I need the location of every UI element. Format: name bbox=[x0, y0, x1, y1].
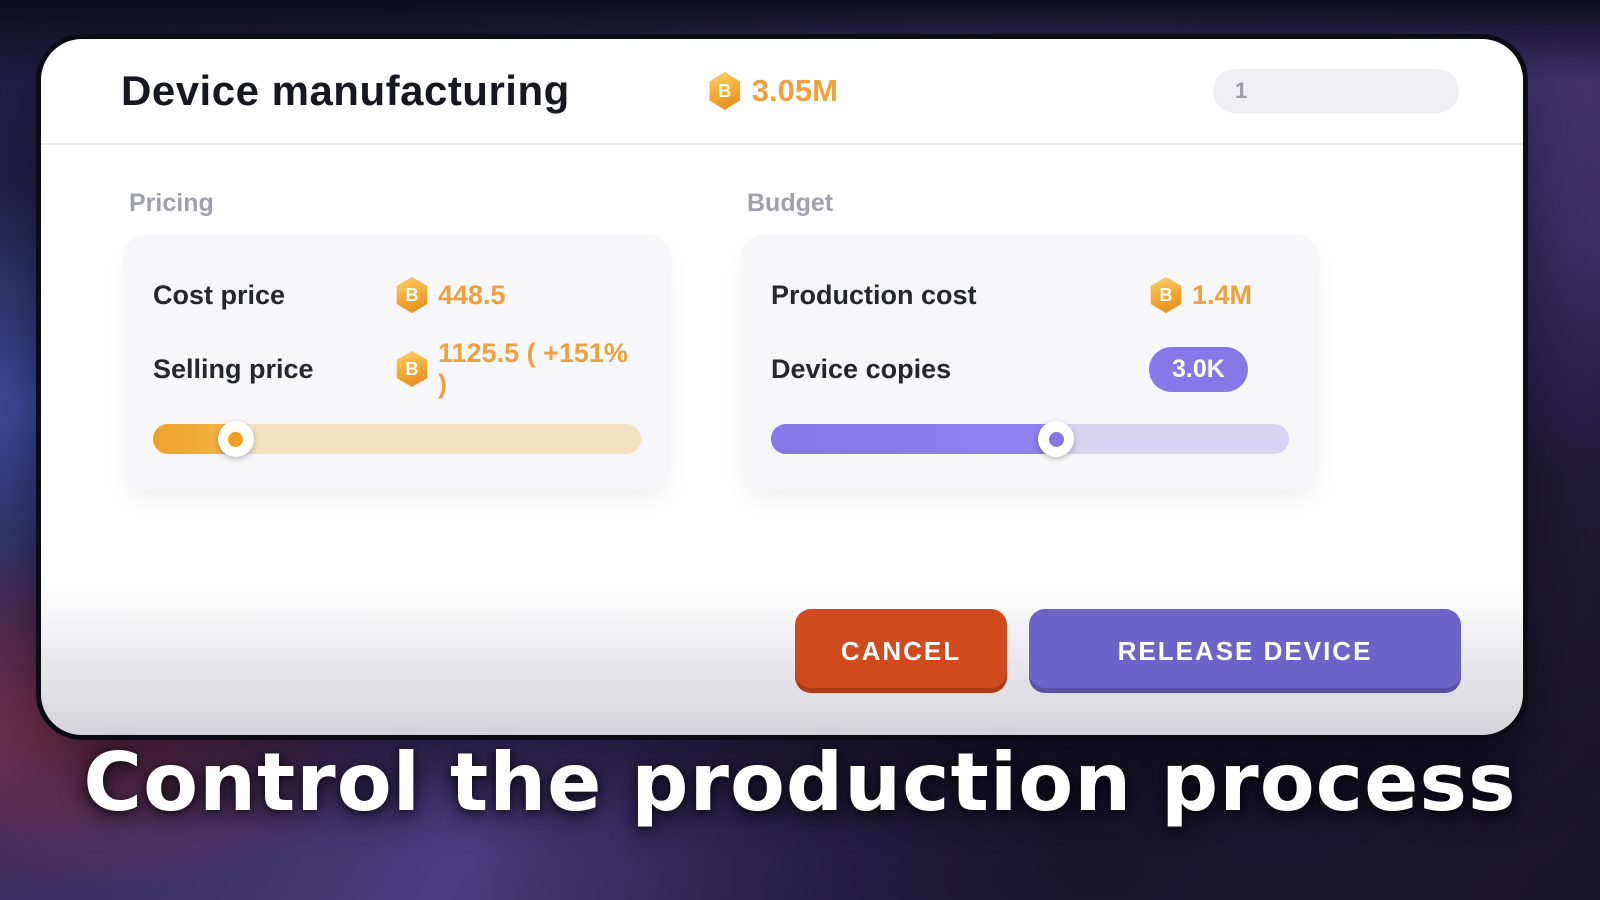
cost-price-value: B 448.5 bbox=[395, 277, 506, 313]
dialog-actions: CANCEL RELEASE DEVICE bbox=[795, 609, 1461, 693]
device-manufacturing-dialog: Device manufacturing B 3.05M 1 Pricing C… bbox=[36, 34, 1528, 740]
cost-price-row: Cost price B 448.5 bbox=[153, 258, 641, 332]
balance-display: B 3.05M bbox=[708, 72, 838, 110]
selling-price-slider-knob[interactable] bbox=[217, 421, 254, 457]
quantity-field[interactable]: 1 bbox=[1213, 69, 1459, 113]
device-copies-slider[interactable] bbox=[771, 421, 1289, 457]
coin-icon: B bbox=[709, 72, 741, 110]
production-cost-label: Production cost bbox=[771, 279, 977, 310]
dialog-title: Device manufacturing bbox=[121, 67, 570, 114]
selling-price-row: Selling price B 1125.5 ( +151% ) bbox=[153, 332, 641, 406]
device-copies-row: Device copies 3.0K bbox=[771, 332, 1289, 406]
budget-section: Budget Production cost B 1.4M Device cop… bbox=[741, 189, 1319, 490]
release-device-button[interactable]: RELEASE DEVICE bbox=[1029, 609, 1461, 693]
device-copies-badge: 3.0K bbox=[1149, 346, 1248, 392]
coin-icon: B bbox=[396, 277, 428, 313]
device-copies-slider-fill bbox=[771, 421, 1075, 457]
balance-value: 3.05M bbox=[751, 73, 838, 108]
slider-knob-dot bbox=[1048, 431, 1064, 447]
pricing-section-label: Pricing bbox=[129, 189, 214, 217]
cost-price-label: Cost price bbox=[153, 279, 286, 310]
device-copies-value: 3.0K bbox=[1149, 346, 1248, 392]
budget-card: Production cost B 1.4M Device copies 3.0… bbox=[741, 234, 1319, 490]
production-cost-row: Production cost B 1.4M bbox=[771, 258, 1289, 332]
slider-knob-dot bbox=[228, 431, 244, 447]
cancel-button[interactable]: CANCEL bbox=[795, 609, 1007, 693]
cost-price-amount: 448.5 bbox=[438, 279, 506, 310]
dialog-header: Device manufacturing B 3.05M 1 bbox=[41, 39, 1523, 145]
coin-icon: B bbox=[1150, 277, 1182, 313]
quantity-value: 1 bbox=[1235, 78, 1248, 103]
production-cost-amount: 1.4M bbox=[1192, 279, 1253, 310]
caption-text: Control the production process bbox=[83, 736, 1517, 829]
coin-icon: B bbox=[396, 351, 428, 387]
device-copies-slider-knob[interactable] bbox=[1038, 421, 1075, 457]
pricing-card: Cost price B 448.5 Selling price B 1125.… bbox=[123, 234, 671, 490]
production-cost-value: B 1.4M bbox=[1149, 277, 1252, 313]
selling-price-amount: 1125.5 ( +151% ) bbox=[438, 338, 628, 399]
budget-section-label: Budget bbox=[747, 189, 834, 217]
device-copies-label: Device copies bbox=[771, 353, 952, 384]
selling-price-value: B 1125.5 ( +151% ) bbox=[395, 338, 641, 400]
selling-price-slider[interactable] bbox=[153, 421, 641, 457]
dialog-body: Pricing Cost price B 448.5 Selling price… bbox=[41, 145, 1523, 490]
selling-price-slider-fill bbox=[153, 421, 254, 457]
selling-price-label: Selling price bbox=[153, 353, 314, 384]
pricing-section: Pricing Cost price B 448.5 Selling price… bbox=[123, 189, 671, 490]
